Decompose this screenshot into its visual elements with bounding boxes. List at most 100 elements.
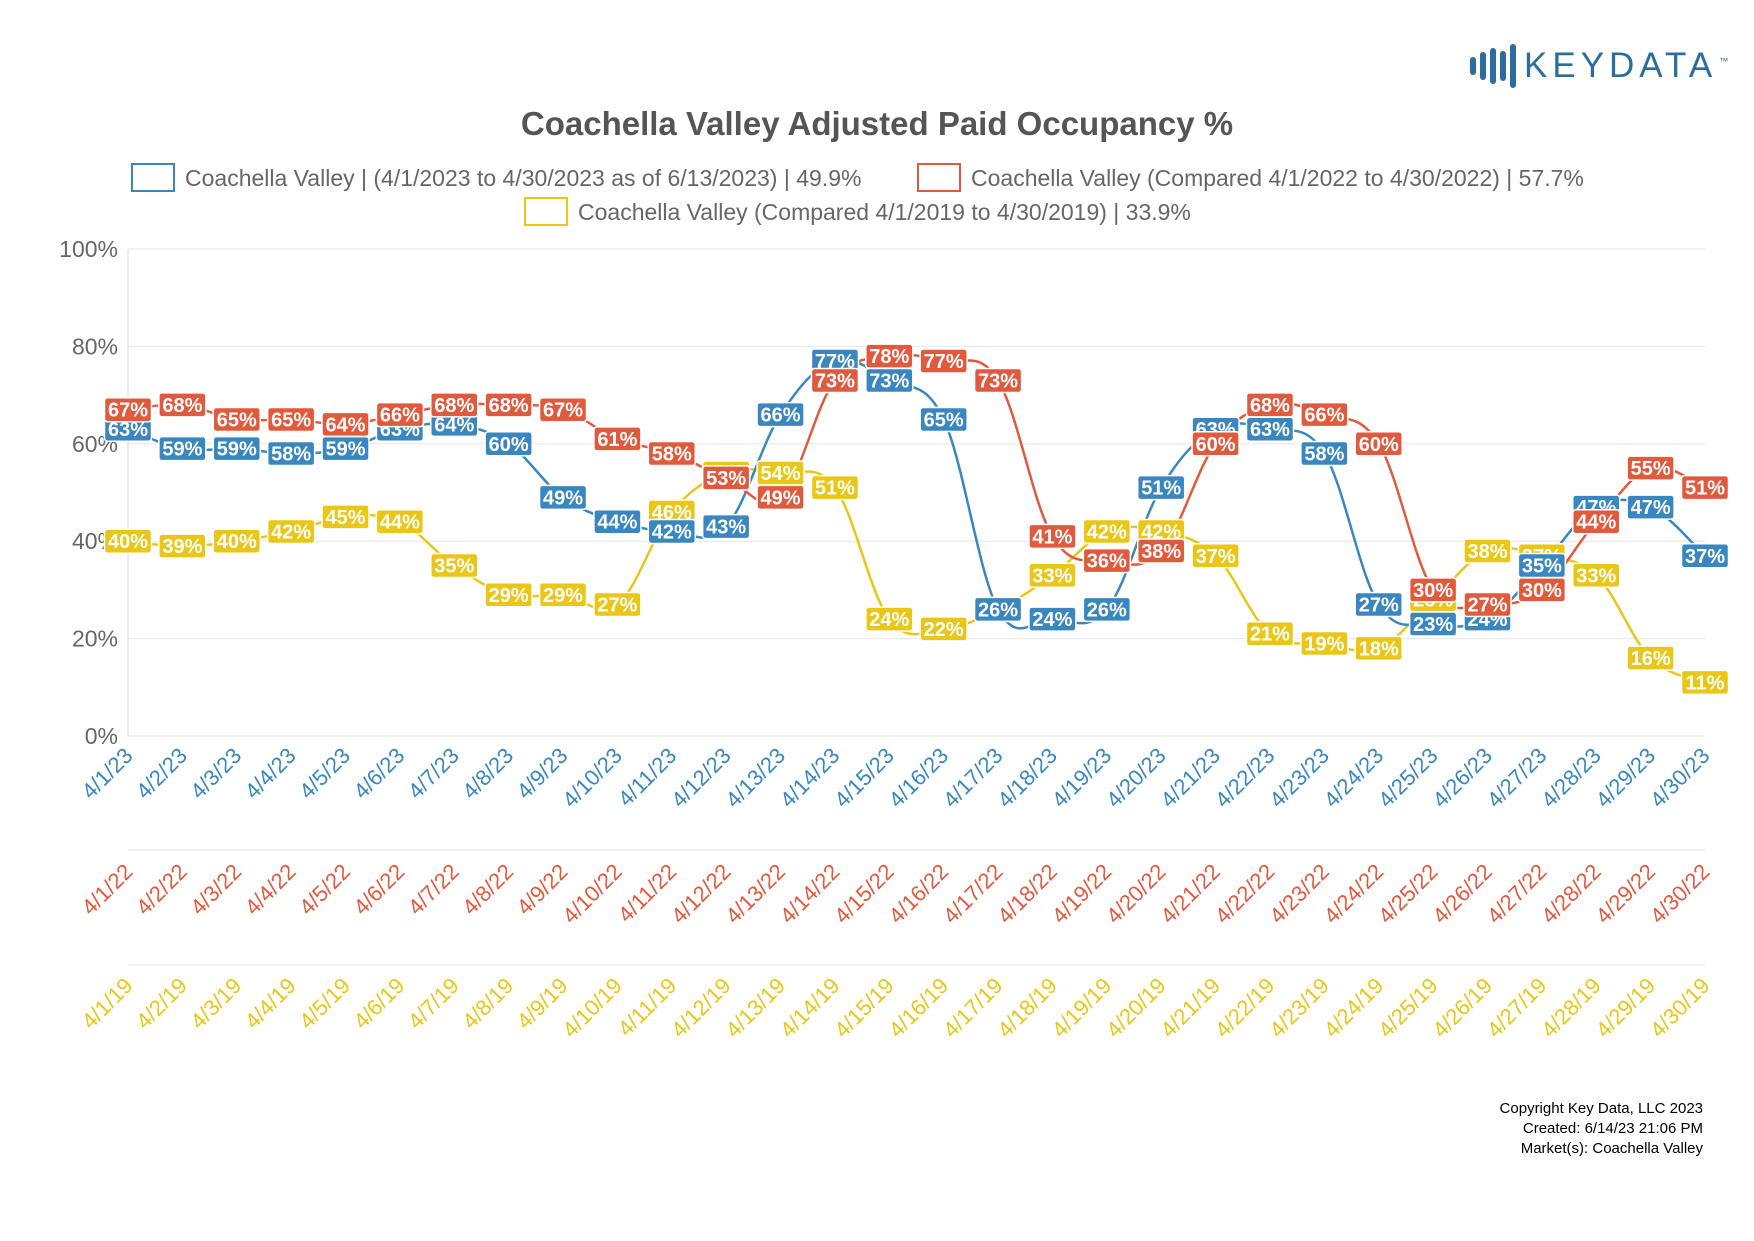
legend-item-2022[interactable]: Coachella Valley (Compared 4/1/2022 to 4… bbox=[917, 163, 1584, 192]
created-text: Created: 6/14/23 21:06 PM bbox=[1522, 1120, 1703, 1137]
data-label-text: 46% bbox=[652, 502, 692, 524]
series-2022-label: 65% bbox=[266, 406, 316, 433]
data-label-box bbox=[375, 401, 425, 428]
series-2019-line bbox=[127, 467, 1706, 684]
data-label-box bbox=[103, 528, 153, 554]
series-2022-label: 78% bbox=[865, 343, 914, 369]
series-2022-label: 66% bbox=[375, 401, 425, 428]
x-tick-label-2019: 4/5/19 bbox=[294, 973, 355, 1034]
series-2019-label: 37% bbox=[1191, 543, 1240, 569]
x-tick-label-2023: 4/20/23 bbox=[1101, 743, 1171, 813]
x-tick-label-2022: 4/26/22 bbox=[1427, 859, 1497, 929]
series-2023-label: 26% bbox=[1082, 596, 1132, 623]
data-label-box bbox=[1571, 562, 1621, 589]
data-label-text: 42% bbox=[652, 521, 692, 543]
x-tick-label-2022: 4/14/22 bbox=[775, 859, 845, 929]
data-label-text: 65% bbox=[217, 409, 257, 431]
data-label-box bbox=[701, 465, 751, 491]
data-label-box bbox=[1028, 523, 1077, 550]
data-label-text: 66% bbox=[380, 405, 420, 427]
series-2019-label: 42% bbox=[1082, 518, 1132, 545]
series-2023-label: 44% bbox=[593, 508, 642, 535]
series-2022-label: 38% bbox=[1136, 538, 1186, 564]
series-2019-label: 24% bbox=[865, 606, 914, 632]
series-2022-label: 77% bbox=[919, 348, 968, 374]
x-tick-label-2022: 4/24/22 bbox=[1319, 859, 1389, 929]
series-2023-label: 77% bbox=[810, 348, 860, 374]
x-tick-label-2023: 4/21/23 bbox=[1156, 743, 1226, 813]
data-label-text: 68% bbox=[489, 395, 529, 417]
x-tick-label-2023: 4/5/23 bbox=[294, 743, 355, 804]
data-label-text: 29% bbox=[489, 585, 529, 607]
data-label-text: 42% bbox=[1141, 521, 1181, 543]
data-label-box bbox=[1408, 577, 1458, 603]
data-label-text: 19% bbox=[1304, 633, 1344, 655]
data-labels: 40%39%40%42%45%44%35%29%29%27%46%54%54%5… bbox=[103, 343, 1730, 696]
series-2023-label: 65% bbox=[919, 406, 968, 433]
data-label-text: 37% bbox=[1196, 546, 1236, 568]
x-tick-label-2019: 4/19/19 bbox=[1047, 973, 1117, 1043]
series-2022-label: 27% bbox=[1463, 591, 1512, 618]
data-label-box bbox=[1191, 543, 1240, 569]
y-tick-label: 100% bbox=[59, 236, 118, 262]
data-label-box bbox=[321, 504, 370, 530]
x-tick-label-2022: 4/23/22 bbox=[1264, 859, 1334, 929]
x-tick-label-2019: 4/28/19 bbox=[1536, 973, 1606, 1043]
series-2023-label: 58% bbox=[266, 440, 316, 467]
series-2023-label: 42% bbox=[647, 518, 697, 545]
series-2022-line bbox=[127, 353, 1706, 610]
x-tick-label-2022: 4/15/22 bbox=[829, 859, 899, 929]
x-tick-label-2023: 4/24/23 bbox=[1319, 743, 1389, 813]
data-label-text: 44% bbox=[597, 512, 637, 534]
legend-item-2023[interactable]: Coachella Valley | (4/1/2023 to 4/30/202… bbox=[131, 163, 861, 192]
data-label-text: 51% bbox=[1685, 478, 1725, 500]
series-2019-label: 19% bbox=[1300, 630, 1349, 657]
data-label-box bbox=[158, 435, 207, 462]
legend-item-2019[interactable]: Coachella Valley (Compared 4/1/2019 to 4… bbox=[524, 197, 1191, 226]
x-tick-label-2023: 4/14/23 bbox=[775, 743, 845, 813]
data-label-text: 11% bbox=[1686, 672, 1725, 694]
legend-label-2022: Coachella Valley (Compared 4/1/2022 to 4… bbox=[971, 165, 1584, 191]
data-label-box bbox=[1680, 474, 1730, 501]
data-label-box bbox=[1082, 518, 1132, 545]
series-2019-label: 18% bbox=[1354, 635, 1403, 662]
data-label-text: 38% bbox=[1467, 541, 1507, 563]
series-2022-label: 58% bbox=[647, 440, 697, 467]
x-tick-label-2019: 4/25/19 bbox=[1373, 973, 1443, 1043]
x-tick-label-2023: 4/30/23 bbox=[1645, 743, 1715, 813]
data-label-box bbox=[1136, 474, 1186, 501]
series-2019-label: 21% bbox=[1245, 620, 1295, 647]
legend-label-2023: Coachella Valley | (4/1/2023 to 4/30/202… bbox=[185, 165, 861, 191]
series-2022-label: 68% bbox=[430, 392, 479, 418]
series-2022-label: 51% bbox=[1680, 474, 1730, 501]
series-2023-label: 51% bbox=[1136, 474, 1186, 501]
data-label-box bbox=[1028, 562, 1077, 589]
data-label-text: 53% bbox=[706, 468, 746, 490]
data-label-box bbox=[158, 392, 207, 418]
markets-text: Market(s): Coachella Valley bbox=[1520, 1140, 1703, 1157]
data-label-text: 64% bbox=[326, 414, 366, 436]
data-label-box bbox=[647, 440, 697, 467]
data-label-box bbox=[593, 426, 642, 452]
x-tick-label-2019: 4/2/19 bbox=[131, 973, 192, 1034]
data-label-text: 43% bbox=[706, 517, 746, 539]
series-2022-label: 36% bbox=[1082, 547, 1132, 574]
data-label-text: 22% bbox=[924, 619, 964, 641]
x-tick-label-2019: 4/16/19 bbox=[884, 973, 954, 1043]
x-tick-label-2022: 4/3/22 bbox=[185, 859, 246, 920]
x-tick-label-2019: 4/10/19 bbox=[557, 973, 627, 1043]
data-label-box bbox=[484, 582, 533, 608]
data-label-box bbox=[1463, 591, 1512, 618]
data-label-text: 55% bbox=[1631, 458, 1671, 480]
data-label-text: 67% bbox=[108, 400, 148, 422]
series-2022-label: 49% bbox=[756, 484, 805, 511]
data-label-text: 63% bbox=[108, 419, 148, 441]
copyright-text: Copyright Key Data, LLC 2023 bbox=[1499, 1100, 1703, 1117]
data-label-box bbox=[919, 616, 968, 642]
series-2022-label: 30% bbox=[1408, 577, 1458, 603]
data-label-box bbox=[538, 484, 588, 511]
data-label-text: 33% bbox=[1576, 565, 1616, 587]
x-tick-label-2022: 4/4/22 bbox=[240, 859, 301, 920]
x-tick-label-2023: 4/19/23 bbox=[1047, 743, 1117, 813]
x-tick-label-2023: 4/25/23 bbox=[1373, 743, 1443, 813]
